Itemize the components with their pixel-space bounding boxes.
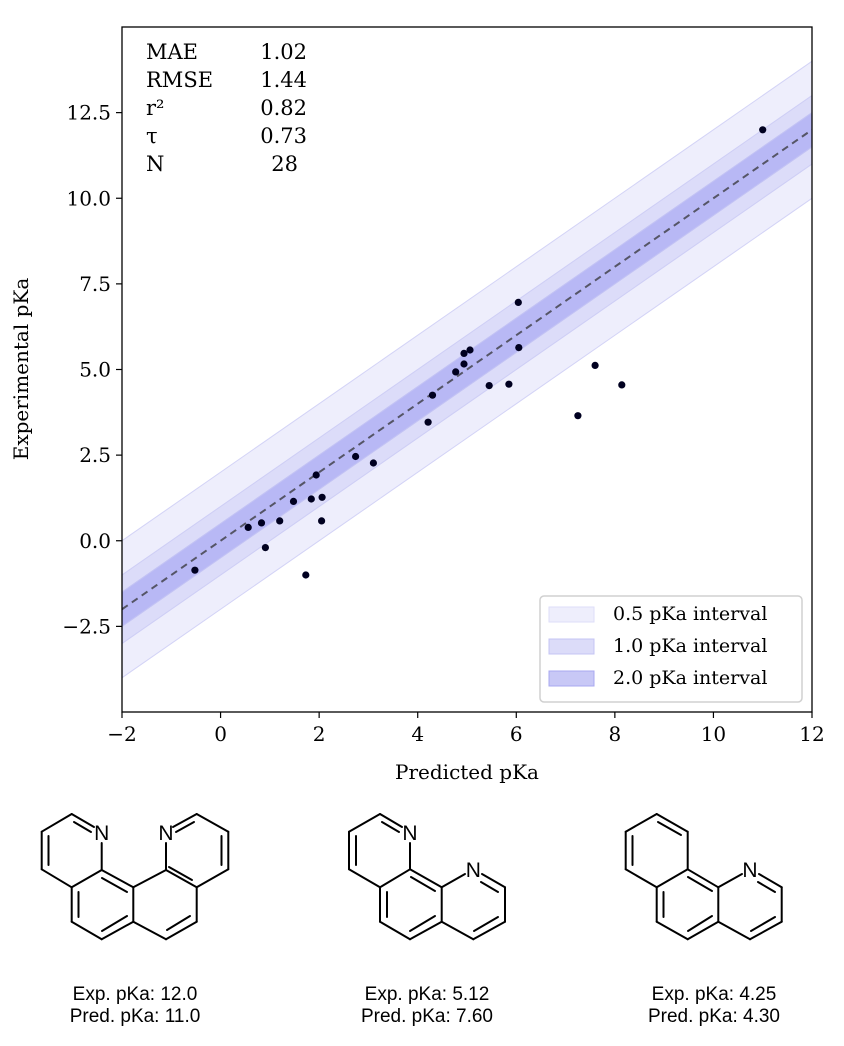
data-point	[261, 544, 269, 552]
data-point	[318, 493, 326, 501]
y-tick-label: −2.5	[62, 614, 111, 638]
pred-pka-label: Pred. pKa: 7.60	[360, 1006, 494, 1027]
nitrogen-atom-label: N	[94, 822, 109, 845]
x-axis-label: Predicted pKa	[395, 760, 539, 784]
stat-label-r2: r²	[146, 96, 164, 120]
stat-label-mae: MAE	[146, 40, 198, 64]
stat-value-r2: 0.82	[260, 96, 307, 120]
data-point	[318, 517, 326, 525]
legend-patch-1.0	[548, 638, 595, 655]
data-point	[460, 360, 468, 368]
data-point	[191, 566, 199, 574]
data-point	[424, 418, 432, 426]
data-point	[302, 571, 310, 579]
x-axis-ticks: −2 0 2 4 6 8 10 12	[107, 712, 825, 746]
data-point	[276, 517, 284, 525]
stat-value-n: 28	[271, 152, 298, 176]
identity-line	[122, 128, 812, 611]
interval-band-edge	[122, 94, 812, 576]
pred-pka-label: Pred. pKa: 4.30	[647, 1006, 781, 1027]
y-tick-label: 2.5	[79, 443, 111, 467]
scatter-chart: −2 0 2 4 6 8 10 12 −2.5 0.0 2.5 5.0 7.5 10.0 12.5 Pre…	[9, 26, 825, 784]
nitrogen-atom-label: N	[466, 859, 481, 882]
nitrogen-atom-label: N	[742, 859, 757, 882]
nitrogen-atom-label: N	[402, 822, 417, 845]
nitrogen-atom-label: N	[158, 822, 173, 845]
x-tick-label: 10	[701, 722, 726, 746]
data-point	[505, 380, 513, 388]
data-point	[307, 495, 315, 503]
x-tick-label: 12	[799, 722, 824, 746]
data-point	[574, 412, 582, 420]
stat-value-rmse: 1.44	[260, 68, 307, 92]
stats-box: MAE 1.02 RMSE 1.44 r² 0.82 τ 0.73 N 28	[146, 40, 307, 176]
y-axis-label: Experimental pKa	[9, 278, 33, 461]
data-point	[428, 391, 437, 399]
y-axis-ticks: −2.5 0.0 2.5 5.0 7.5 10.0 12.5	[62, 101, 122, 638]
data-point	[514, 298, 522, 306]
stat-label-tau: τ	[146, 124, 158, 148]
data-point	[244, 523, 252, 532]
y-tick-label: 12.5	[66, 101, 111, 125]
legend-frame	[539, 595, 803, 703]
legend-label-0.5: 0.5 pKa interval	[613, 603, 767, 625]
exp-pka-label: Exp. pKa: 4.25	[651, 984, 777, 1005]
x-tick-label: 4	[411, 722, 424, 746]
interval-band-edge	[122, 197, 812, 679]
molecule-1-caption: Exp. pKa: 12.0 Pred. pKa: 11.0	[15, 984, 255, 1028]
legend-label-2.0: 2.0 pKa interval	[613, 667, 767, 689]
stat-value-tau: 0.73	[260, 124, 307, 148]
x-tick-label: 8	[608, 722, 621, 746]
interval-band-edge	[122, 146, 812, 627]
data-point	[618, 381, 626, 389]
stat-value-mae: 1.02	[260, 40, 307, 64]
legend-label-1.0: 1.0 pKa interval	[613, 635, 767, 657]
data-point	[485, 382, 493, 390]
data-point	[466, 346, 474, 354]
data-point	[352, 452, 360, 461]
y-tick-label: 0.0	[79, 529, 111, 553]
y-tick-label: 10.0	[66, 186, 111, 210]
data-point	[460, 349, 468, 357]
interval-band-edge	[122, 60, 812, 542]
exp-pka-label: Exp. pKa: 5.12	[364, 984, 490, 1005]
data-point	[289, 497, 298, 505]
stat-label-n: N	[146, 152, 164, 176]
data-point	[452, 368, 460, 376]
x-tick-label: 0	[214, 722, 227, 746]
data-point	[759, 126, 767, 134]
data-point	[591, 361, 599, 369]
data-point	[369, 459, 377, 467]
y-tick-label: 7.5	[79, 272, 111, 296]
data-point	[312, 471, 320, 479]
molecule-3-caption: Exp. pKa: 4.25 Pred. pKa: 4.30	[594, 984, 834, 1028]
x-tick-label: 2	[313, 722, 326, 746]
data-point	[515, 344, 523, 352]
exp-pka-label: Exp. pKa: 12.0	[72, 984, 198, 1005]
data-points	[191, 126, 767, 579]
legend: 0.5 pKa interval 1.0 pKa interval 2.0 pK…	[539, 595, 803, 703]
pred-pka-label: Pred. pKa: 11.0	[69, 1006, 201, 1027]
legend-patch-2.0	[548, 670, 595, 687]
y-tick-label: 5.0	[79, 358, 111, 382]
x-tick-label: −2	[107, 722, 136, 746]
x-tick-label: 6	[510, 722, 523, 746]
legend-patch-0.5	[548, 606, 595, 623]
data-point	[257, 519, 266, 527]
molecule-2-caption: Exp. pKa: 5.12 Pred. pKa: 7.60	[307, 984, 547, 1028]
stat-label-rmse: RMSE	[146, 68, 213, 92]
interval-band-edge	[122, 163, 812, 645]
